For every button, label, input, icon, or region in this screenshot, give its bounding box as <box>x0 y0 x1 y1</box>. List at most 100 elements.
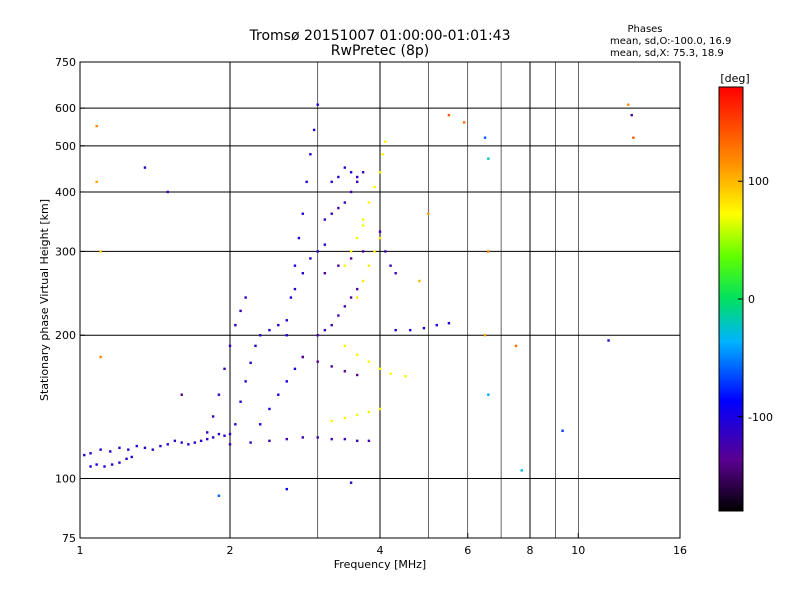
echo-point <box>228 443 232 446</box>
echo-point <box>462 121 466 124</box>
echo-point <box>95 180 98 184</box>
x-tick-label: 6 <box>464 544 471 557</box>
echo-point <box>109 450 112 453</box>
colorbar-tick-label: -100 <box>748 411 773 424</box>
echo-point <box>343 344 347 348</box>
echo-point <box>301 212 305 215</box>
echo-point <box>627 103 630 106</box>
echo-point <box>223 434 226 437</box>
echo-point <box>343 416 347 420</box>
echo-point <box>349 481 353 484</box>
echo-point <box>487 393 490 396</box>
echo-point <box>435 323 438 327</box>
echo-point <box>205 431 209 434</box>
echo-point <box>483 136 487 139</box>
echo-point <box>309 257 312 260</box>
echo-point <box>159 444 162 448</box>
echo-point <box>211 436 215 439</box>
echo-point <box>487 157 490 160</box>
echo-point <box>316 250 319 253</box>
echo-point <box>268 407 271 411</box>
echo-point <box>99 355 102 359</box>
echo-point <box>83 453 86 457</box>
echo-point <box>228 344 232 348</box>
echo-point <box>355 439 359 443</box>
echo-point <box>349 257 353 260</box>
echo-point <box>285 437 288 441</box>
echo-point <box>89 452 92 455</box>
y-tick-label: 750 <box>55 56 76 69</box>
y-tick-label: 200 <box>55 329 76 342</box>
echo-point <box>99 250 102 253</box>
echo-point <box>249 361 252 365</box>
x-tick-label: 2 <box>227 544 234 557</box>
echo-point <box>309 153 312 156</box>
echo-point <box>394 328 397 332</box>
colorbar <box>718 86 744 512</box>
echo-point <box>180 441 183 444</box>
echo-point <box>330 437 333 441</box>
echo-point <box>297 236 301 240</box>
echo-point <box>378 236 382 240</box>
echo-point <box>193 441 197 444</box>
echo-point <box>166 190 169 194</box>
echo-point <box>381 153 384 156</box>
echo-point <box>217 393 221 396</box>
echo-point <box>355 180 359 184</box>
echo-point <box>343 264 347 267</box>
echo-point <box>483 334 487 337</box>
colorbar-tick-label: 100 <box>748 175 769 188</box>
x-tick-label: 4 <box>377 544 384 557</box>
echo-point <box>277 323 280 327</box>
echo-point <box>355 373 359 377</box>
echo-point <box>316 103 319 106</box>
echo-point <box>343 305 347 308</box>
echo-point <box>427 212 430 215</box>
echo-point <box>561 429 564 432</box>
echo-point <box>254 344 257 348</box>
echo-point <box>293 264 297 267</box>
echo-point <box>355 287 359 291</box>
echo-point <box>447 321 451 325</box>
x-tick-label: 8 <box>527 544 534 557</box>
echo-point <box>343 201 347 204</box>
echo-point <box>355 175 359 179</box>
echo-point <box>301 272 305 275</box>
echo-point <box>337 264 340 267</box>
echo-point <box>361 218 365 221</box>
echo-point <box>199 439 203 443</box>
echo-point <box>249 441 252 444</box>
echo-point <box>520 469 523 472</box>
echo-point <box>143 166 147 169</box>
echo-point <box>228 432 232 436</box>
echo-point <box>277 393 280 396</box>
echo-point <box>355 296 359 299</box>
echo-point <box>367 439 371 443</box>
echo-point <box>330 323 333 327</box>
plot-area: 1 2 4 6 8 10 16 75 100 200 300 400 500 600 750 <box>55 56 687 557</box>
echo-point <box>373 185 376 189</box>
echo-point <box>607 339 610 342</box>
echo-point <box>349 296 353 299</box>
echo-point <box>234 423 237 426</box>
echo-point <box>422 326 426 330</box>
echo-point <box>378 171 382 174</box>
echo-point <box>103 465 106 468</box>
echo-point <box>316 360 319 363</box>
echo-point <box>323 218 327 221</box>
echo-point <box>89 465 92 468</box>
echo-point <box>384 140 387 143</box>
echo-point <box>361 250 365 253</box>
echo-point <box>305 180 308 184</box>
echo-point <box>330 365 333 368</box>
y-tick-label: 600 <box>55 102 76 115</box>
echo-point <box>632 136 635 139</box>
echo-point <box>244 380 247 383</box>
colorbar-tick-label: 0 <box>748 293 755 306</box>
echo-point <box>239 400 242 403</box>
echo-point <box>355 353 359 356</box>
echo-point <box>312 128 316 132</box>
echo-point <box>285 319 288 322</box>
echo-point <box>349 190 353 194</box>
echo-point <box>285 380 288 383</box>
